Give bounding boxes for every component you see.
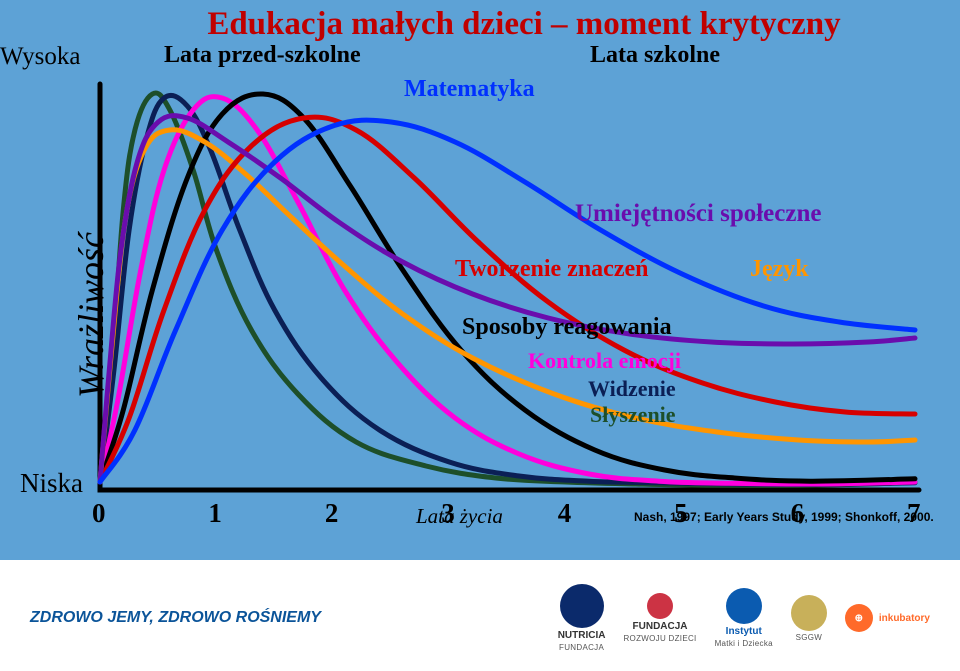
logo-imid: Instytut Matki i Dziecka: [715, 588, 773, 648]
footer: ZDROWO JEMY, ZDROWO ROŚNIEMY NUTRICIA FUN…: [0, 575, 960, 671]
series-label-słyszenie: Słyszenie: [590, 402, 676, 428]
series-label-sposoby-reagowania: Sposoby reagowania: [462, 314, 672, 341]
logo-nutricia-sublabel: FUNDACJA: [559, 643, 604, 652]
logo-fundacja-sublabel: ROZWOJU DZIECI: [623, 634, 696, 643]
series-label-umiejętności-społeczne: Umiejętności społeczne: [575, 200, 821, 228]
period-label-preschool: Lata przed-szkolne: [164, 42, 361, 69]
y-axis-title: Wrażliwość: [70, 232, 112, 398]
logo-fundacja: FUNDACJA ROZWOJU DZIECI: [623, 593, 696, 643]
logo-nutricia-label: NUTRICIA: [558, 630, 606, 641]
logo-imid-sublabel: Matki i Dziecka: [715, 639, 773, 648]
logo-sggw-sublabel: SGGW: [796, 633, 823, 642]
series-label-tworzenie-znaczeń: Tworzenie znaczeń: [455, 256, 649, 283]
footer-slogan: ZDROWO JEMY, ZDROWO ROŚNIEMY: [30, 609, 321, 627]
logo-imid-icon: [726, 588, 762, 624]
logo-imid-label: Instytut: [726, 626, 762, 637]
page: Edukacja małych dzieci – moment krytyczn…: [0, 0, 960, 671]
x-tick-0: 0: [92, 498, 106, 529]
x-tick-3: 3: [441, 498, 455, 529]
series-label-kontrola-emocji: Kontrola emocji: [528, 348, 681, 374]
logo-inkubatory-icon: ⊕: [845, 604, 873, 632]
x-tick-4: 4: [558, 498, 572, 529]
x-tick-2: 2: [325, 498, 339, 529]
x-tick-1: 1: [208, 498, 222, 529]
source-citation: Nash, 1997; Early Years Study, 1999; Sho…: [634, 510, 934, 524]
logo-inkubatory-label: inkubatory: [879, 613, 930, 624]
logo-fundacja-label: FUNDACJA: [633, 621, 688, 632]
y-label-high: Wysoka: [0, 43, 80, 71]
chart-title: Edukacja małych dzieci – moment krytyczn…: [114, 6, 934, 43]
chart-area: Edukacja małych dzieci – moment krytyczn…: [0, 0, 960, 560]
series-label-widzenie: Widzenie: [588, 376, 676, 402]
logo-nutricia-icon: [560, 584, 604, 628]
x-axis-title: Lata życia: [416, 504, 503, 529]
series-label-język: Język: [750, 256, 809, 283]
logo-sggw-icon: [791, 595, 827, 631]
logo-nutricia: NUTRICIA FUNDACJA: [558, 584, 606, 652]
footer-logos: NUTRICIA FUNDACJA FUNDACJA ROZWOJU DZIECI In…: [558, 584, 930, 652]
logo-fundacja-icon: [647, 593, 673, 619]
logo-sggw: SGGW: [791, 595, 827, 642]
logo-inkubatory: ⊕ inkubatory: [845, 604, 930, 632]
period-label-school: Lata szkolne: [590, 42, 720, 69]
y-label-low: Niska: [20, 468, 83, 499]
series-label-matematyka: Matematyka: [404, 76, 535, 103]
